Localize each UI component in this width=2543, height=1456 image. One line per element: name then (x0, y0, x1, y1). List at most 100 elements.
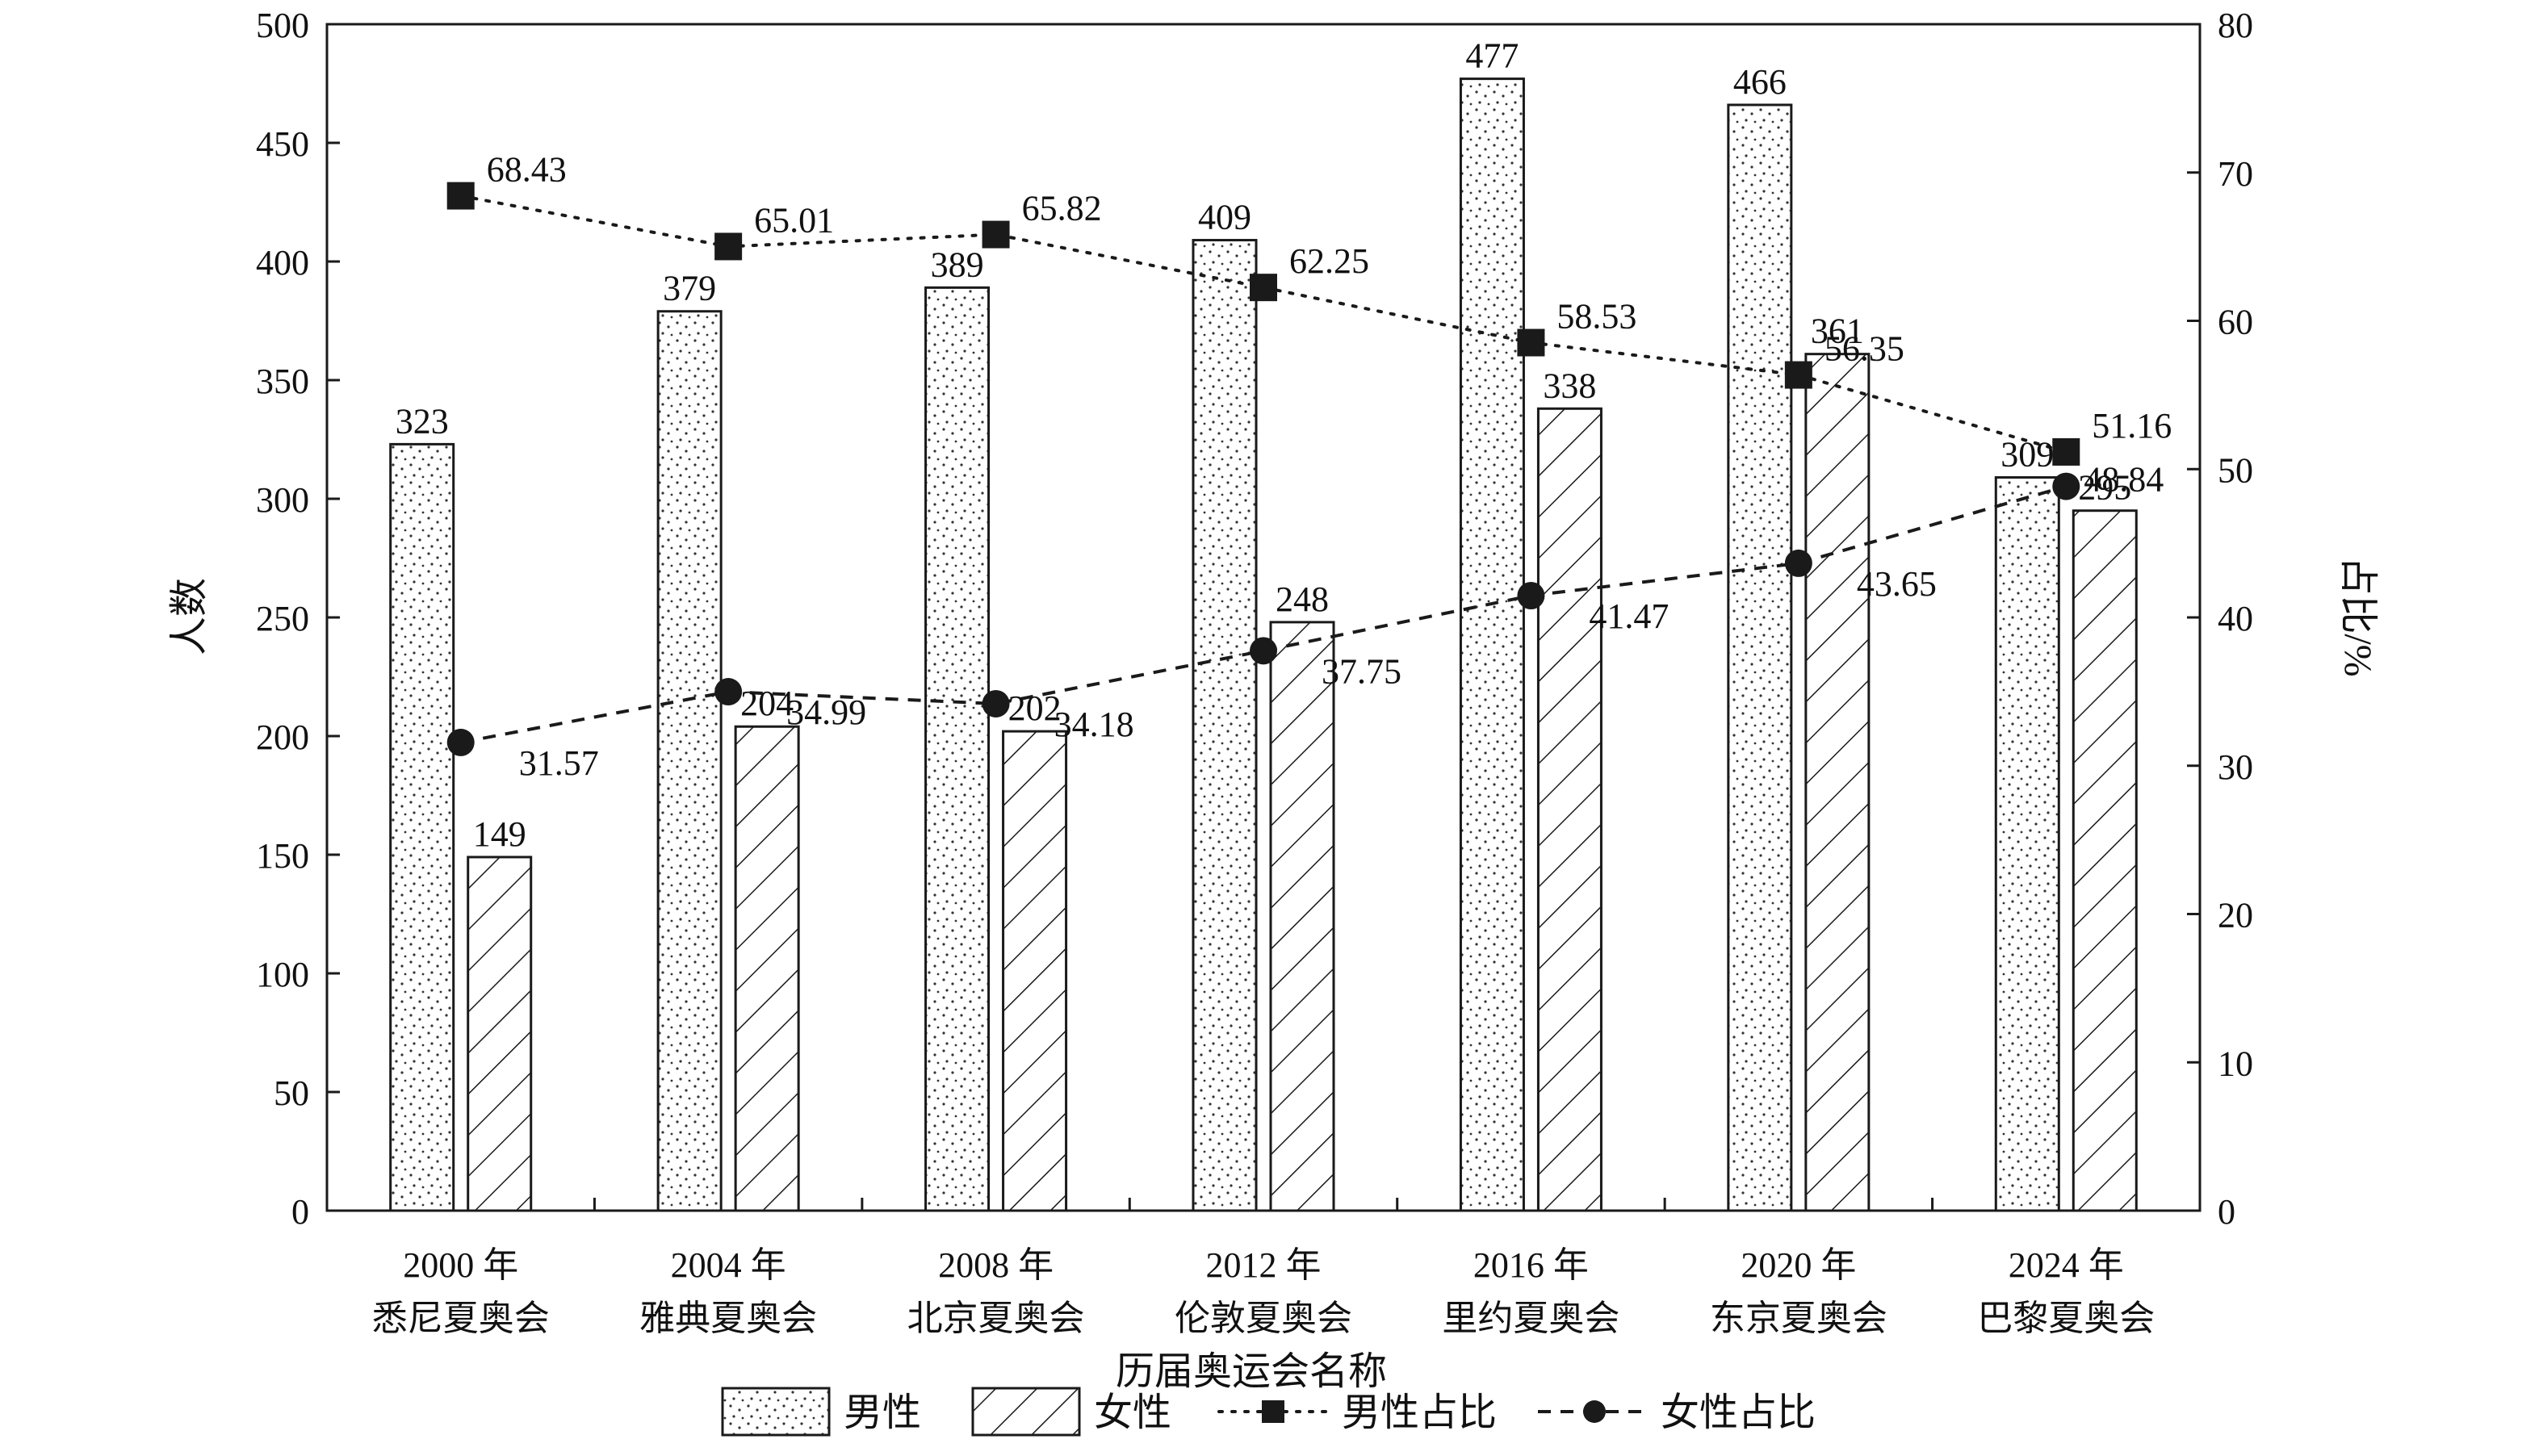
marker-female-ratio (446, 728, 475, 756)
bar-male (1994, 476, 2060, 1212)
y-right-tick-label: 10 (2218, 1044, 2253, 1083)
x-tick-label-year: 2024 年 (2009, 1245, 2124, 1285)
point-female-ratio-label: 48.84 (2084, 460, 2164, 500)
y-left-tick-label: 300 (256, 480, 309, 520)
y-left-tick-label: 500 (256, 6, 309, 45)
legend-marker-male-ratio (1262, 1400, 1284, 1423)
bar-female (1269, 621, 1335, 1212)
legend-label-female-ratio: 女性占比 (1661, 1391, 1816, 1434)
point-female-ratio-label: 37.75 (1322, 651, 1401, 691)
y-left-tick-label: 200 (256, 718, 309, 757)
y-left-tick-label: 150 (256, 836, 309, 876)
point-male-ratio-label: 58.53 (1556, 297, 1636, 337)
x-tick-label-name: 巴黎夏奥会 (1977, 1299, 2155, 1338)
marker-male-ratio (714, 232, 743, 261)
y-left-tick-label: 400 (256, 243, 309, 282)
legend-marker-female-ratio (1583, 1400, 1606, 1423)
point-male-ratio-label: 56.35 (1825, 329, 1904, 369)
bar-male-value-label: 309 (2000, 435, 2054, 475)
y-axis-left-ticks: 0 50 100 150 200 250 300 350 400 450 500 (256, 6, 340, 1232)
x-tick-label-name: 悉尼夏奥会 (372, 1299, 550, 1338)
marker-male-ratio (982, 220, 1010, 249)
legend-swatch-female (971, 1387, 1081, 1437)
x-tick-label-year: 2008 年 (938, 1245, 1054, 1285)
bar-female-value-label: 361 (1811, 312, 1864, 351)
bar-female (1002, 730, 1068, 1212)
plot-frame (325, 23, 2202, 1212)
plot-border (325, 23, 2202, 1212)
legend-label-male-ratio: 男性占比 (1342, 1391, 1497, 1434)
marker-male-ratio (1517, 328, 1545, 357)
legend-swatch-male (721, 1387, 831, 1437)
y-right-tick-label: 40 (2218, 599, 2253, 638)
bar-female (734, 725, 800, 1212)
legend: 男性 女性 男性占比 女性占比 (721, 1387, 1816, 1437)
marker-male-ratio (2052, 437, 2080, 466)
marker-female-ratio (1250, 637, 1277, 665)
bar-female (467, 856, 533, 1212)
y-right-tick-label: 60 (2218, 303, 2253, 342)
point-male-ratio-label: 68.43 (487, 150, 567, 190)
legend-label-female: 女性 (1094, 1391, 1171, 1434)
bar-female (1804, 353, 1871, 1212)
y-axis-right-label: 占比/% (2336, 556, 2379, 676)
y-right-tick-label: 70 (2218, 154, 2253, 194)
y-right-tick-label: 20 (2218, 896, 2253, 935)
bar-male (1727, 103, 1793, 1212)
bar-male (924, 286, 991, 1212)
x-axis-label: 历届奥运会名称 (1116, 1350, 1387, 1393)
x-tick-label-name: 伦敦夏奥会 (1175, 1299, 1352, 1338)
point-male-ratio-label: 51.16 (2092, 406, 2172, 446)
bar-female-value-label: 204 (740, 684, 794, 723)
point-female-ratio-label: 31.57 (519, 743, 599, 783)
bar-female (2072, 509, 2138, 1212)
point-female-ratio-label: 34.18 (1054, 705, 1134, 744)
bar-female-value-label: 149 (473, 814, 526, 854)
marker-male-ratio (446, 182, 475, 210)
y-right-tick-label: 80 (2218, 6, 2253, 45)
bar-male-value-label: 477 (1465, 36, 1519, 76)
bar-male-value-label: 466 (1733, 62, 1787, 102)
marker-female-ratio (714, 678, 743, 706)
point-female-ratio-label: 34.99 (786, 692, 866, 732)
bar-male (656, 310, 723, 1212)
bar-female (1536, 407, 1602, 1212)
marker-female-ratio (1784, 549, 1812, 577)
x-tick-label-year: 2012 年 (1206, 1245, 1322, 1285)
bar-male (1192, 239, 1258, 1212)
bar-female-value-label: 338 (1543, 366, 1596, 405)
x-tick-label-year: 2004 年 (671, 1245, 786, 1285)
point-male-ratio-label: 65.01 (754, 200, 834, 240)
x-tick-label-name: 里约夏奥会 (1442, 1299, 1619, 1338)
y-right-tick-label: 30 (2218, 747, 2253, 787)
marker-female-ratio (2052, 472, 2080, 500)
y-right-tick-label: 0 (2218, 1192, 2235, 1232)
y-left-tick-label: 350 (256, 362, 309, 401)
bar-female-value-label: 248 (1276, 579, 1329, 619)
x-tick-label-year: 2020 年 (1741, 1245, 1856, 1285)
bar-male-value-label: 389 (931, 245, 984, 284)
x-tick-label-year: 2016 年 (1473, 1245, 1589, 1285)
bar-male-value-label: 409 (1198, 198, 1251, 237)
marker-male-ratio (1784, 361, 1812, 389)
point-female-ratio-label: 41.47 (1589, 596, 1669, 636)
legend-label-male: 男性 (844, 1391, 921, 1434)
point-male-ratio-label: 65.82 (1022, 189, 1102, 228)
bar-male (389, 442, 455, 1212)
point-female-ratio-label: 43.65 (1857, 564, 1937, 604)
point-male-ratio-label: 62.25 (1289, 241, 1369, 281)
marker-female-ratio (982, 689, 1010, 718)
marker-male-ratio (1250, 274, 1277, 302)
x-tick-label-name: 雅典夏奥会 (639, 1299, 817, 1338)
y-left-tick-label: 100 (256, 955, 309, 994)
x-tick-label-year: 2000 年 (403, 1245, 518, 1285)
bar-male-value-label: 323 (396, 401, 449, 441)
marker-female-ratio (1517, 581, 1545, 609)
bar-female-value-label: 202 (1008, 688, 1062, 728)
y-right-tick-label: 50 (2218, 450, 2253, 490)
y-left-tick-label: 50 (274, 1073, 309, 1113)
x-tick-label-name: 北京夏奥会 (907, 1299, 1085, 1338)
data-labels: 323 149 379 204 389 202 409 248 477 338 466 361 309 2… (396, 36, 2172, 854)
